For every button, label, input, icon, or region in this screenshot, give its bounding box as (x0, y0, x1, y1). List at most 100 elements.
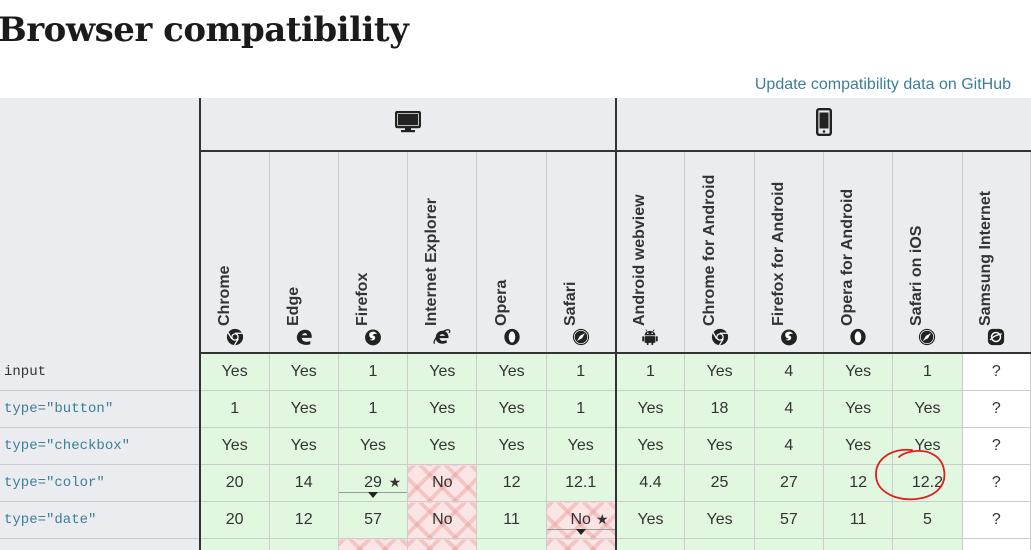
support-value: ? (991, 511, 1001, 528)
support-value: 18 (710, 400, 729, 417)
support-cell: 1 (546, 390, 617, 428)
support-value: 27 (779, 474, 798, 491)
support-cell: No (407, 538, 478, 550)
support-cell: 14 (269, 464, 339, 502)
chevron-down-icon[interactable] (367, 492, 378, 498)
feature-name[interactable]: type="color" (0, 464, 201, 502)
support-value: Yes (498, 437, 525, 454)
support-value: Yes (914, 400, 941, 417)
support-value: Yes (429, 437, 456, 454)
support-cell: Yes (892, 538, 963, 550)
support-value: Yes (914, 437, 941, 454)
support-value: Yes (706, 548, 732, 550)
compat-table-wrapper: Chrome Edge Firefox Internet Explorer Opera S… (0, 98, 1031, 550)
feature-name[interactable]: type="checkbox" (0, 427, 201, 465)
support-value: 4 (784, 363, 794, 380)
support-cell: Yes (407, 390, 478, 428)
support-value: Yes (706, 511, 733, 528)
support-cell: No ★ (546, 538, 617, 550)
support-value: No (432, 548, 452, 550)
support-cell: ? (962, 538, 1031, 550)
support-cell: Yes (199, 427, 270, 465)
browser-header-samsung-internet: Samsung Internet (962, 151, 1031, 354)
compat-table: Chrome Edge Firefox Internet Explorer Opera S… (0, 98, 1031, 550)
support-cell: ? (962, 501, 1031, 539)
platform-desktop (199, 98, 617, 152)
browser-name: Safari (561, 281, 579, 326)
browser-header-row: Chrome Edge Firefox Internet Explorer Opera S… (0, 151, 1031, 354)
support-cell: 12.1 (546, 464, 617, 502)
support-cell: ? (962, 390, 1031, 428)
platform-mobile (615, 98, 1031, 152)
support-cell: Yes (684, 501, 755, 539)
support-value: 12 (295, 548, 313, 550)
chrome-icon (226, 328, 244, 346)
browser-header-safari: Safari (546, 151, 617, 354)
support-value: Yes (914, 548, 940, 550)
browser-name: Firefox (353, 272, 371, 326)
support-cell: Yes (823, 390, 894, 428)
edge-icon (295, 328, 313, 346)
support-cell: 12 (269, 538, 339, 550)
support-value: No (363, 548, 383, 550)
feature-name: input (0, 353, 201, 391)
note-star-icon: ★ (596, 511, 609, 527)
support-value: 12 (849, 474, 868, 491)
support-value: 12.1 (565, 474, 597, 491)
browser-name: Opera for Android (839, 188, 857, 326)
support-value: 1 (576, 400, 586, 417)
support-cell: 1 (892, 353, 963, 391)
support-value: 11 (503, 511, 520, 528)
support-value: 1 (230, 400, 240, 417)
support-cell[interactable]: 29 ★ (338, 464, 409, 502)
github-update-link[interactable]: Update compatibility data on GitHub (754, 76, 1011, 93)
support-cell: Yes (476, 353, 547, 391)
browser-header-firefox-for-android: Firefox for Android (754, 151, 824, 354)
support-cell: ? (962, 464, 1031, 502)
browser-header-chrome: Chrome (199, 151, 270, 354)
chevron-down-icon[interactable] (575, 529, 586, 535)
support-value: No (570, 548, 590, 550)
note-star-icon: ★ (388, 474, 402, 490)
feature-name[interactable]: type="date" (0, 501, 201, 539)
support-value: 25 (710, 474, 729, 491)
support-value: Yes (498, 400, 525, 417)
support-value: Yes (637, 437, 664, 454)
support-value: 12 (294, 511, 313, 528)
support-cell: 57 (338, 501, 409, 539)
support-value: No (570, 511, 591, 528)
support-cell[interactable]: No ★ (546, 501, 617, 539)
support-value: 5 (922, 511, 932, 528)
support-cell: 11 (476, 538, 547, 550)
support-value: Yes (706, 437, 733, 454)
support-cell: ? (962, 427, 1031, 465)
support-value: 20 (225, 511, 244, 528)
page-title: Browser compatibility (0, 10, 409, 50)
support-cell: Yes (407, 353, 478, 391)
table-row: type="color" 20 14 29 ★ No 12 12.1 4.4 25 27 12 12.2… (0, 464, 1031, 502)
table-row: type="checkbox" Yes Yes Yes Yes Yes Yes Yes Yes 4… (0, 427, 1031, 465)
firefox-icon (364, 328, 382, 346)
red-annotation-circle (875, 448, 946, 501)
browser-header-firefox: Firefox (338, 151, 409, 354)
feature-name[interactable]: type="datetime-local" (0, 538, 201, 550)
support-value: 11 (849, 511, 867, 528)
support-cell: 27 (754, 464, 824, 502)
support-value: Yes (429, 400, 456, 417)
browser-name: Chrome (215, 265, 233, 326)
note-star-icon: ★ (389, 548, 402, 550)
support-value: 1 (922, 363, 932, 380)
support-value: Yes (706, 363, 733, 380)
browser-header-chrome-for-android: Chrome for Android (684, 151, 755, 354)
support-value: 29 (364, 474, 382, 491)
support-cell: Yes (892, 427, 963, 465)
support-value: Yes (359, 437, 387, 454)
support-cell: Yes (476, 390, 547, 428)
support-value: ? (991, 437, 1001, 454)
feature-name[interactable]: type="button" (0, 390, 201, 428)
support-value: Yes (776, 548, 802, 550)
support-value: ? (991, 474, 1001, 491)
support-value: 1 (368, 363, 378, 380)
support-cell: 1 (546, 353, 617, 391)
support-value: 57 (364, 511, 382, 528)
